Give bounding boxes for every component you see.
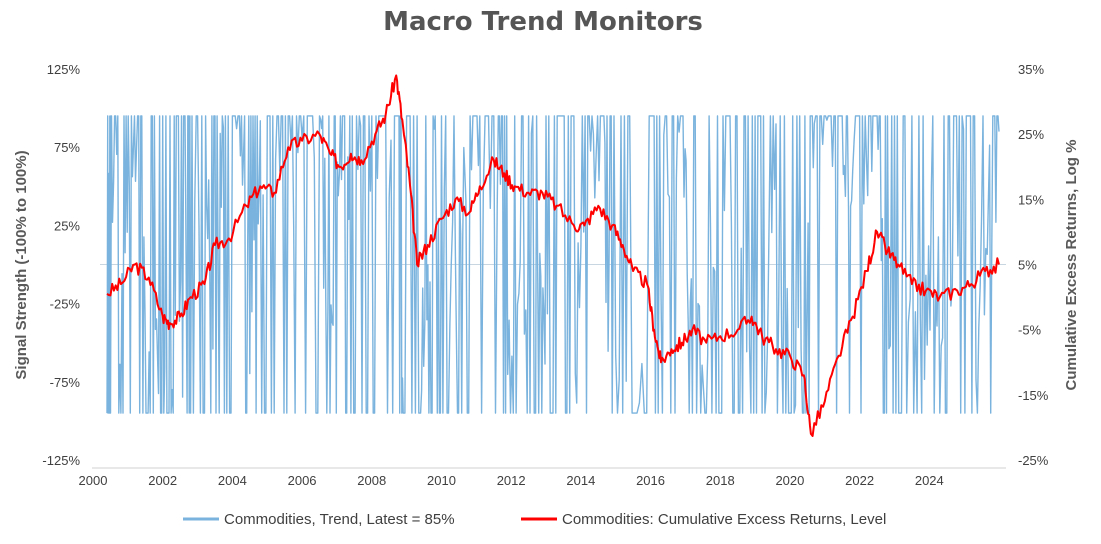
x-axis-ticks: 2000 2002 2004 2006 2008 2010 2012 2014 2016 2018… xyxy=(79,473,944,488)
left-tick-label: 25% xyxy=(54,218,80,233)
right-tick-label: 15% xyxy=(1018,192,1044,207)
right-tick-label: -25% xyxy=(1018,453,1049,468)
right-tick-label: -15% xyxy=(1018,388,1049,403)
x-tick-label: 2014 xyxy=(566,473,595,488)
x-tick-label: 2018 xyxy=(706,473,735,488)
legend-label-returns: Commodities: Cumulative Excess Returns, … xyxy=(562,511,886,528)
right-tick-label: 25% xyxy=(1018,127,1044,142)
x-tick-label: 2008 xyxy=(357,473,386,488)
left-tick-label: -75% xyxy=(50,375,81,390)
left-tick-label: 75% xyxy=(54,140,80,155)
x-tick-label: 2016 xyxy=(636,473,665,488)
chart-title: Macro Trend Monitors xyxy=(383,7,703,37)
left-axis-label: Signal Strength (-100% to 100%) xyxy=(13,150,30,379)
right-tick-label: -5% xyxy=(1018,323,1042,338)
right-tick-label: 5% xyxy=(1018,258,1037,273)
right-axis-ticks: 35% 25% 15% 5% -5% -15% -25% xyxy=(1018,62,1049,468)
x-tick-label: 2006 xyxy=(288,473,317,488)
x-tick-label: 2022 xyxy=(845,473,874,488)
series-line-trend xyxy=(106,115,1000,414)
plot-area xyxy=(106,74,1000,437)
x-tick-label: 2020 xyxy=(775,473,804,488)
x-tick-label: 2000 xyxy=(79,473,108,488)
left-tick-label: -125% xyxy=(42,453,80,468)
x-tick-label: 2012 xyxy=(497,473,526,488)
left-tick-label: -25% xyxy=(50,297,81,312)
x-tick-label: 2010 xyxy=(427,473,456,488)
right-tick-label: 35% xyxy=(1018,62,1044,77)
series-line-returns xyxy=(106,74,1000,437)
legend: Commodities, Trend, Latest = 85% Commodi… xyxy=(183,511,886,528)
x-tick-label: 2002 xyxy=(148,473,177,488)
left-axis-ticks: 125% 75% 25% -25% -75% -125% xyxy=(42,62,80,468)
right-axis-label: Cumulative Excess Returns, Log % xyxy=(1063,140,1080,391)
legend-label-trend: Commodities, Trend, Latest = 85% xyxy=(224,511,455,528)
x-tick-label: 2004 xyxy=(218,473,247,488)
left-tick-label: 125% xyxy=(47,62,81,77)
x-tick-label: 2024 xyxy=(915,473,944,488)
